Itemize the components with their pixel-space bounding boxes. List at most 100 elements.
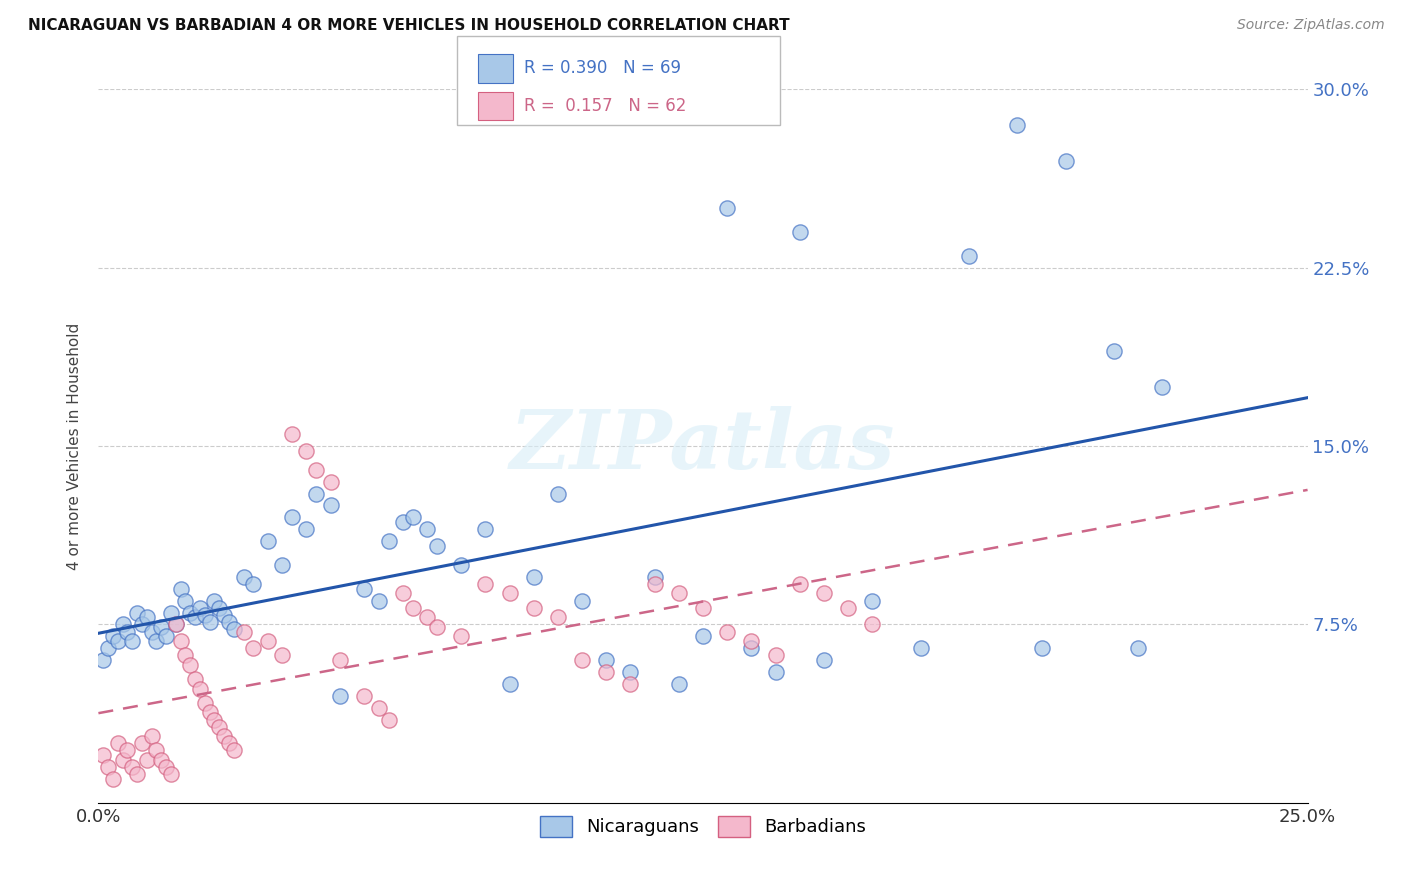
Point [740, 641, 762, 656]
Point [101, 772, 124, 786]
Point [179, 657, 201, 672]
Point [377, 534, 399, 549]
Point [121, 634, 143, 648]
Text: NICARAGUAN VS BARBADIAN 4 OR MORE VEHICLES IN HOUSEHOLD CORRELATION CHART: NICARAGUAN VS BARBADIAN 4 OR MORE VEHICL… [28, 18, 790, 33]
Point [165, 617, 187, 632]
Text: R =  0.157   N = 62: R = 0.157 N = 62 [524, 97, 686, 115]
Point [222, 622, 245, 636]
Point [765, 648, 787, 663]
Point [329, 689, 352, 703]
Point [402, 600, 425, 615]
Point [97, 641, 120, 656]
Point [595, 665, 617, 679]
Point [619, 677, 641, 691]
Point [204, 593, 226, 607]
Point [319, 499, 342, 513]
Point [131, 736, 153, 750]
Point [523, 600, 546, 615]
Text: ZIPatlas: ZIPatlas [510, 406, 896, 486]
Point [860, 593, 883, 607]
Point [392, 515, 415, 529]
Point [174, 593, 197, 607]
Point [91, 653, 114, 667]
Point [271, 648, 294, 663]
Point [644, 570, 666, 584]
Point [135, 610, 157, 624]
Point [184, 610, 207, 624]
Point [426, 620, 449, 634]
Point [740, 634, 762, 648]
Point [619, 665, 641, 679]
Point [716, 201, 738, 215]
Point [668, 677, 690, 691]
Point [131, 617, 153, 632]
Point [1102, 343, 1125, 358]
Point [765, 665, 787, 679]
Point [179, 606, 201, 620]
Point [813, 586, 835, 600]
Point [353, 689, 375, 703]
Point [188, 681, 211, 696]
Point [256, 634, 278, 648]
Point [97, 760, 120, 774]
Point [498, 677, 520, 691]
Point [160, 767, 183, 781]
Point [111, 617, 134, 632]
Point [208, 720, 231, 734]
Point [281, 510, 304, 524]
Point [194, 696, 217, 710]
Point [155, 760, 177, 774]
Point [127, 606, 149, 620]
Point [212, 729, 235, 743]
Legend: Nicaraguans, Barbadians: Nicaraguans, Barbadians [533, 808, 873, 844]
Point [353, 582, 375, 596]
Y-axis label: 4 or more Vehicles in Household: 4 or more Vehicles in Household [67, 322, 83, 570]
Point [910, 641, 932, 656]
Point [402, 510, 425, 524]
Point [111, 753, 134, 767]
Text: Source: ZipAtlas.com: Source: ZipAtlas.com [1237, 18, 1385, 32]
Point [571, 653, 593, 667]
Point [155, 629, 177, 643]
Point [242, 577, 264, 591]
Point [1128, 641, 1150, 656]
Point [218, 615, 240, 629]
Point [368, 593, 391, 607]
Point [295, 522, 318, 536]
Point [474, 577, 496, 591]
Point [212, 607, 235, 622]
Point [1031, 641, 1053, 656]
Point [523, 570, 546, 584]
Point [127, 767, 149, 781]
Point [198, 706, 221, 720]
Point [474, 522, 496, 536]
Point [426, 539, 449, 553]
Point [813, 653, 835, 667]
Point [135, 753, 157, 767]
Point [571, 593, 593, 607]
Point [668, 586, 690, 600]
Point [281, 427, 304, 442]
Point [957, 249, 980, 263]
Point [165, 617, 187, 632]
Point [141, 624, 163, 639]
Point [1054, 153, 1077, 168]
Point [91, 748, 114, 763]
Point [377, 713, 399, 727]
Point [107, 736, 129, 750]
Point [145, 743, 167, 757]
Point [194, 607, 217, 622]
Point [547, 610, 569, 624]
Point [692, 600, 714, 615]
Point [716, 624, 738, 639]
Point [232, 570, 254, 584]
Point [188, 600, 211, 615]
Point [1152, 379, 1174, 393]
Point [150, 753, 173, 767]
Point [1007, 118, 1029, 132]
Point [184, 672, 207, 686]
Point [368, 700, 391, 714]
Point [198, 615, 221, 629]
Point [789, 577, 811, 591]
Point [450, 629, 472, 643]
